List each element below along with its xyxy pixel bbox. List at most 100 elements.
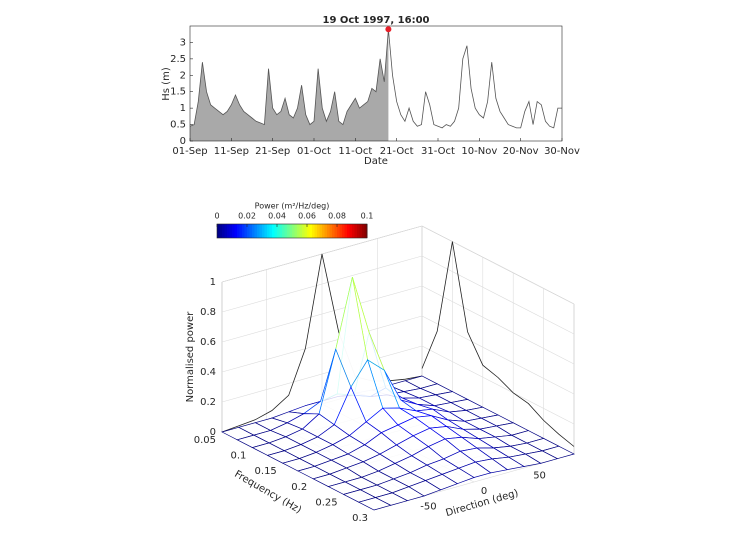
colorbar-swatch [329, 224, 333, 238]
colorbar-swatch [267, 224, 270, 238]
colorbar-swatch [299, 224, 303, 238]
colorbar-tick-label: 0.02 [238, 212, 256, 221]
colorbar-swatch [284, 224, 288, 238]
chart-title: 19 Oct 1997, 16:00 [322, 15, 429, 26]
colorbar-swatch [274, 224, 278, 238]
colorbar-swatch [294, 224, 298, 238]
z-tick-label: 1 [210, 277, 216, 288]
x-tick-label: 01-Sep [172, 146, 207, 157]
y-tick-label: 0.5 [170, 120, 186, 131]
colorbar-swatch [242, 224, 245, 238]
y-tick-label: 2 [180, 70, 186, 81]
colorbar-swatch [364, 224, 368, 238]
colorbar-swatch [312, 224, 315, 238]
frequency-marginal [421, 241, 575, 447]
x-tick-label: 10-Nov [461, 146, 497, 157]
z-grid-line [421, 225, 575, 305]
z-tick-label: 0.4 [200, 367, 216, 378]
colorbar-swatch [232, 224, 235, 238]
frequency-tick-label: 0.05 [194, 435, 216, 446]
hs-line [189, 29, 562, 129]
z-tick-label: 0 [210, 427, 216, 438]
surface-cell [357, 497, 392, 511]
colorbar-swatch [292, 224, 295, 238]
direction-tick-label: 0 [481, 486, 487, 497]
colorbar-swatch [324, 224, 328, 238]
colorbar-swatch [357, 224, 360, 238]
colorbar-swatch [302, 224, 305, 238]
z-grid-line [421, 315, 575, 395]
colorbar-swatch [227, 224, 230, 238]
colorbar-tick-label: 0.08 [328, 212, 346, 221]
x-tick-label: 21-Sep [255, 146, 290, 157]
colorbar-swatch [222, 224, 225, 238]
colorbar-swatch [319, 224, 323, 238]
colorbar-swatch [349, 224, 353, 238]
colorbar-swatch [327, 224, 330, 238]
colorbar-swatch [224, 224, 228, 238]
x-tick-label: 21-Oct [380, 146, 414, 157]
x-tick-label: 01-Oct [297, 146, 331, 157]
frequency-tick-label: 0.3 [352, 513, 368, 524]
colorbar-swatch [352, 224, 355, 238]
colorbar-swatch [239, 224, 243, 238]
colorbar-title: Power (m²/Hz/deg) [255, 202, 330, 211]
x-tick-label: 11-Sep [214, 146, 249, 157]
colorbar-swatch [217, 224, 220, 238]
x-tick-label: 11-Oct [338, 146, 372, 157]
z-tick-label: 0.2 [200, 397, 216, 408]
y-tick-label: 1 [180, 103, 186, 114]
colorbar-swatch [289, 224, 293, 238]
colorbar-swatch [282, 224, 285, 238]
colorbar-swatch [342, 224, 345, 238]
colorbar-swatch [354, 224, 358, 238]
colorbar-swatch [257, 224, 260, 238]
colorbar-swatch [317, 224, 320, 238]
colorbar-swatch [344, 224, 348, 238]
colorbar-tick-label: 0.06 [298, 212, 316, 221]
colorbar-swatch [337, 224, 340, 238]
colorbar-swatch [339, 224, 343, 238]
colorbar-swatch [219, 224, 223, 238]
colorbar-swatch [309, 224, 313, 238]
z-tick-label: 0.6 [200, 337, 216, 348]
colorbar-swatch [229, 224, 233, 238]
axes-box [189, 25, 563, 142]
colorbar-swatch [359, 224, 363, 238]
y-tick-label: 3 [180, 37, 186, 48]
z-grid-line [421, 345, 575, 425]
colorbar-swatch [297, 224, 300, 238]
z-tick-label: 0.8 [200, 307, 216, 318]
colorbar-swatch [234, 224, 238, 238]
direction-tick-label: 50 [533, 470, 546, 481]
colorbar-swatch [259, 224, 263, 238]
colorbar-swatch [307, 224, 310, 238]
y-tick-label: 1.5 [170, 87, 186, 98]
colorbar-swatch [287, 224, 290, 238]
x-axis-label: Date [364, 156, 388, 167]
colorbar-swatch [247, 224, 250, 238]
x-tick-label: 30-Nov [544, 146, 580, 157]
colorbar-swatch [322, 224, 325, 238]
colorbar-swatch [249, 224, 253, 238]
frequency-tick-label: 0.1 [230, 451, 246, 462]
colorbar-tick-label: 0 [214, 212, 219, 221]
colorbar-swatch [262, 224, 265, 238]
direction-tick-label: -50 [420, 502, 436, 513]
colorbar-swatch [237, 224, 240, 238]
colorbar-swatch [362, 224, 365, 238]
colorbar-swatch [334, 224, 338, 238]
frequency-tick-label: 0.25 [315, 497, 337, 508]
z-grid-line [421, 255, 575, 335]
colorbar-swatch [332, 224, 335, 238]
current-marker [385, 26, 392, 33]
colorbar-swatch [269, 224, 273, 238]
colorbar-swatch [252, 224, 255, 238]
colorbar-box [216, 223, 368, 239]
y-axis-label: Hs (m) [161, 67, 172, 101]
z-grid-line [421, 285, 575, 365]
colorbar-swatch [264, 224, 268, 238]
colorbar-swatch [279, 224, 283, 238]
frequency-tick-label: 0.15 [255, 466, 277, 477]
